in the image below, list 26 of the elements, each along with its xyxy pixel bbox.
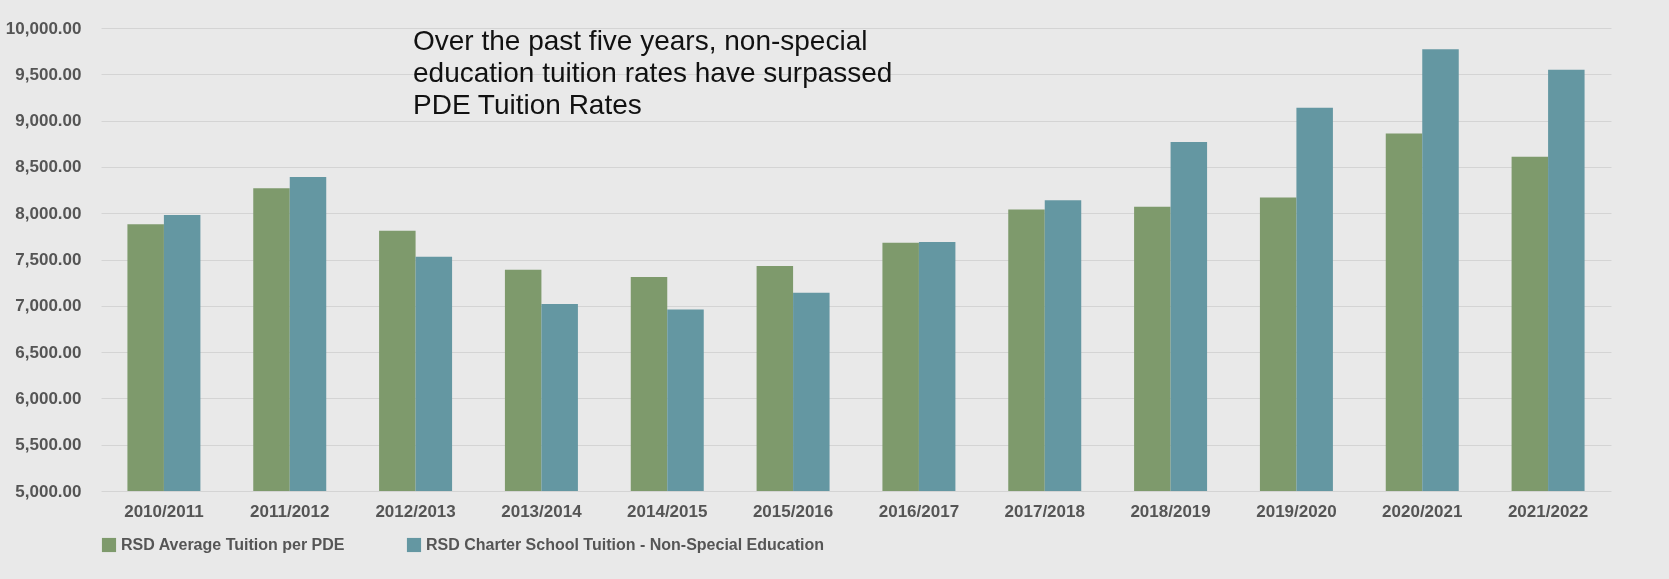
x-tick-label: 2021/2022 bbox=[1507, 501, 1589, 521]
x-tick-label: 2014/2015 bbox=[627, 501, 708, 521]
y-tick-label: 5,500.00 bbox=[15, 435, 82, 455]
x-tick-label: 2018/2019 bbox=[1130, 501, 1211, 521]
y-tick-label: 8,000.00 bbox=[15, 203, 82, 223]
y-tick-label: 10,000.00 bbox=[5, 18, 82, 38]
y-tick-label: 5,000.00 bbox=[15, 481, 82, 501]
y-tick-label: 7,500.00 bbox=[15, 250, 82, 269]
y-tick-label: 7,000.00 bbox=[15, 296, 82, 316]
x-tick-label: 2015/2016 bbox=[752, 501, 834, 521]
legend-label: RSD Charter School Tuition - Non-Special Education bbox=[426, 536, 824, 553]
y-tick-label: 8,500.00 bbox=[15, 157, 82, 177]
annotation: Over the past five years, non-special education tuition rates have surpassed PDE Tuition Rates bbox=[413, 25, 893, 120]
x-tick-label: 2020/2021 bbox=[1382, 501, 1463, 521]
y-tick-label: 6,500.00 bbox=[15, 342, 82, 362]
y-tick-label: 9,500.00 bbox=[15, 64, 82, 84]
x-tick-label: 2019/2020 bbox=[1256, 501, 1337, 521]
legend-label: RSD Average Tuition per PDE bbox=[121, 536, 345, 553]
x-tick-label: 2016/2017 bbox=[878, 501, 960, 521]
x-tick-label: 2012/2013 bbox=[375, 501, 456, 521]
x-tick-label: 2017/2018 bbox=[1004, 501, 1085, 521]
x-tick-label: 2013/2014 bbox=[501, 501, 583, 521]
x-tick-label: 2011/2012 bbox=[250, 501, 330, 521]
y-tick-label: 9,000.00 bbox=[15, 111, 82, 131]
y-tick-label: 6,000.00 bbox=[15, 388, 82, 408]
x-tick-label: 2010/2011 bbox=[124, 501, 204, 521]
